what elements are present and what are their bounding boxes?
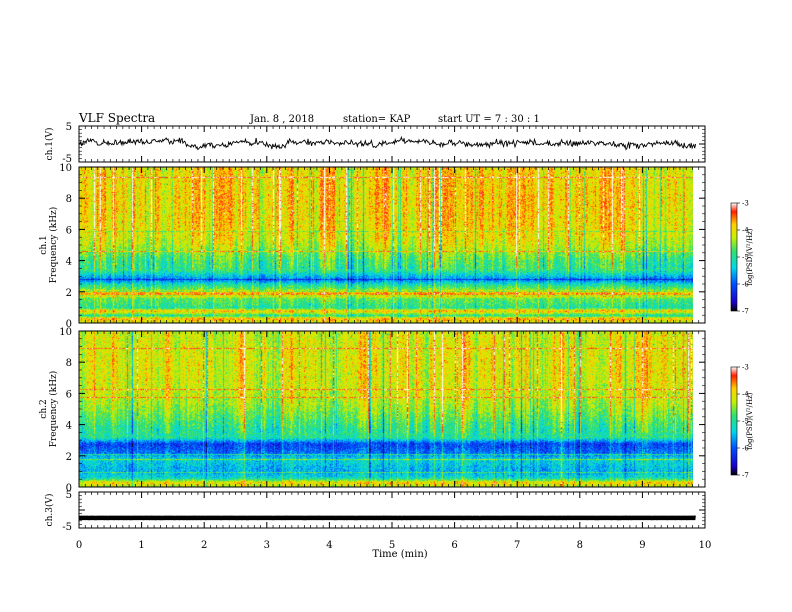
ch1-colorbar-label: log(PSD)(V²/Hz) [746, 228, 754, 285]
x-axis-label: Time (min) [372, 549, 427, 560]
x-axis-tick-labels: 0 1 2 3 4 5 6 7 8 9 10 [76, 540, 712, 551]
ch1-spectrogram-ylabel-channel: ch.1 [39, 235, 49, 254]
x-axis-tick-label: 8 [577, 540, 583, 551]
ch2-colorbar-gradient [730, 366, 738, 476]
colorbar-tick-label: -4 [742, 227, 749, 235]
spectrogram-ytick-label: 8 [66, 194, 72, 205]
ch3-waveform-panel: 5 -5 ch.3(V) [44, 490, 706, 533]
ch1-waveform-panel: 5 -5 ch.1(V) [44, 122, 706, 165]
x-axis-tick-label: 5 [389, 540, 395, 551]
spectrogram-ytick-label: 2 [66, 452, 72, 463]
colorbar-tick-label: -6 [742, 281, 749, 289]
spectrogram-ytick-label: 10 [59, 163, 72, 174]
spectrogram-ytick-label: 4 [66, 421, 72, 432]
colorbar-tick-label: -4 [742, 391, 749, 399]
waveform-line [78, 135, 697, 151]
x-axis-tick-label: 6 [451, 540, 457, 551]
x-axis-tick-label: 7 [514, 540, 520, 551]
ch1-waveform-ylabel: ch.1(V) [44, 128, 55, 161]
x-axis-tick-label: 2 [201, 540, 207, 551]
colorbar-tick-label: -6 [742, 445, 749, 453]
spectrogram-ytick-label: 4 [66, 257, 72, 268]
colorbar-tick-label: -7 [742, 308, 749, 316]
spectrogram-ytick-label: 0 [66, 319, 72, 330]
ch1-spectrogram-ticks [78, 166, 706, 324]
ch1-spectrogram-ytick-labels: 0 2 4 6 8 10 [59, 163, 72, 330]
ch2-colorbar-label: log(PSD)(V²/Hz) [746, 392, 754, 449]
x-axis-tick-label: 0 [76, 540, 82, 551]
ch2-spectrogram-panel: 0 2 4 6 8 10 ch.2 Frequency (kHz) -3 -4 -5 -6 -7 … [39, 327, 754, 494]
ch1-ytick-top: 5 [66, 122, 72, 133]
figure-title: VLF Spectra [78, 111, 155, 125]
spectrogram-ytick-label: 10 [59, 327, 72, 338]
x-axis-tick-label: 9 [639, 540, 645, 551]
colorbar-tick-label: -3 [742, 364, 749, 372]
ch3-waveform-ylabel: ch.3(V) [44, 494, 55, 527]
header-start-time: start UT = 7 : 30 : 1 [438, 114, 540, 125]
ch2-spectrogram-ticks [78, 330, 706, 488]
ch1-ytick-bottom: -5 [62, 154, 72, 165]
ch1-colorbar: -3 -4 -5 -6 -7 log(PSD)(V²/Hz) [730, 200, 754, 316]
ch3-waveform-ticks [78, 491, 706, 529]
header-date: Jan. 8 , 2018 [249, 114, 314, 125]
x-axis-tick-label: 1 [138, 540, 144, 551]
ch2-colorbar: -3 -4 -5 -6 -7 log(PSD)(V²/Hz) [730, 364, 754, 480]
spectrogram-ytick-label: 2 [66, 288, 72, 299]
x-axis-tick-label: 4 [326, 540, 332, 551]
ch2-spectrogram-ytick-labels: 0 2 4 6 8 10 [59, 327, 72, 494]
ch2-spectrogram-ylabel-frequency: Frequency (kHz) [48, 371, 59, 448]
ch2-spectrogram-image [79, 331, 693, 487]
spectrogram-ytick-label: 8 [66, 358, 72, 369]
spectrogram-ytick-label: 6 [66, 225, 72, 236]
ch1-spectrogram-image [79, 167, 693, 323]
spectrogram-ytick-label: 6 [66, 389, 72, 400]
colorbar-tick-label: -5 [742, 254, 749, 262]
ch1-waveform-ticks [78, 125, 706, 163]
colorbar-tick-label: -5 [742, 418, 749, 426]
ch3-ytick-bottom: -5 [62, 522, 72, 533]
ch1-colorbar-gradient [730, 202, 738, 312]
ch1-spectrogram-ylabel-frequency: Frequency (kHz) [48, 207, 59, 284]
colorbar-tick-label: -3 [742, 200, 749, 208]
ch1-spectrogram-panel: 0 2 4 6 8 10 ch.1 Frequency (kHz) -3 -4 -5 -6 -7 … [39, 163, 754, 330]
ch2-spectrogram-ylabel-channel: ch.2 [39, 399, 49, 418]
x-axis-tick-label: 3 [264, 540, 270, 551]
colorbar-tick-label: -7 [742, 472, 749, 480]
header-station: station= KAP [343, 114, 411, 125]
spectrogram-ytick-label: 0 [66, 483, 72, 494]
x-axis-tick-label: 10 [699, 540, 712, 551]
ch1-waveform-plot [78, 135, 697, 151]
ch3-ytick-top: 5 [66, 490, 72, 501]
